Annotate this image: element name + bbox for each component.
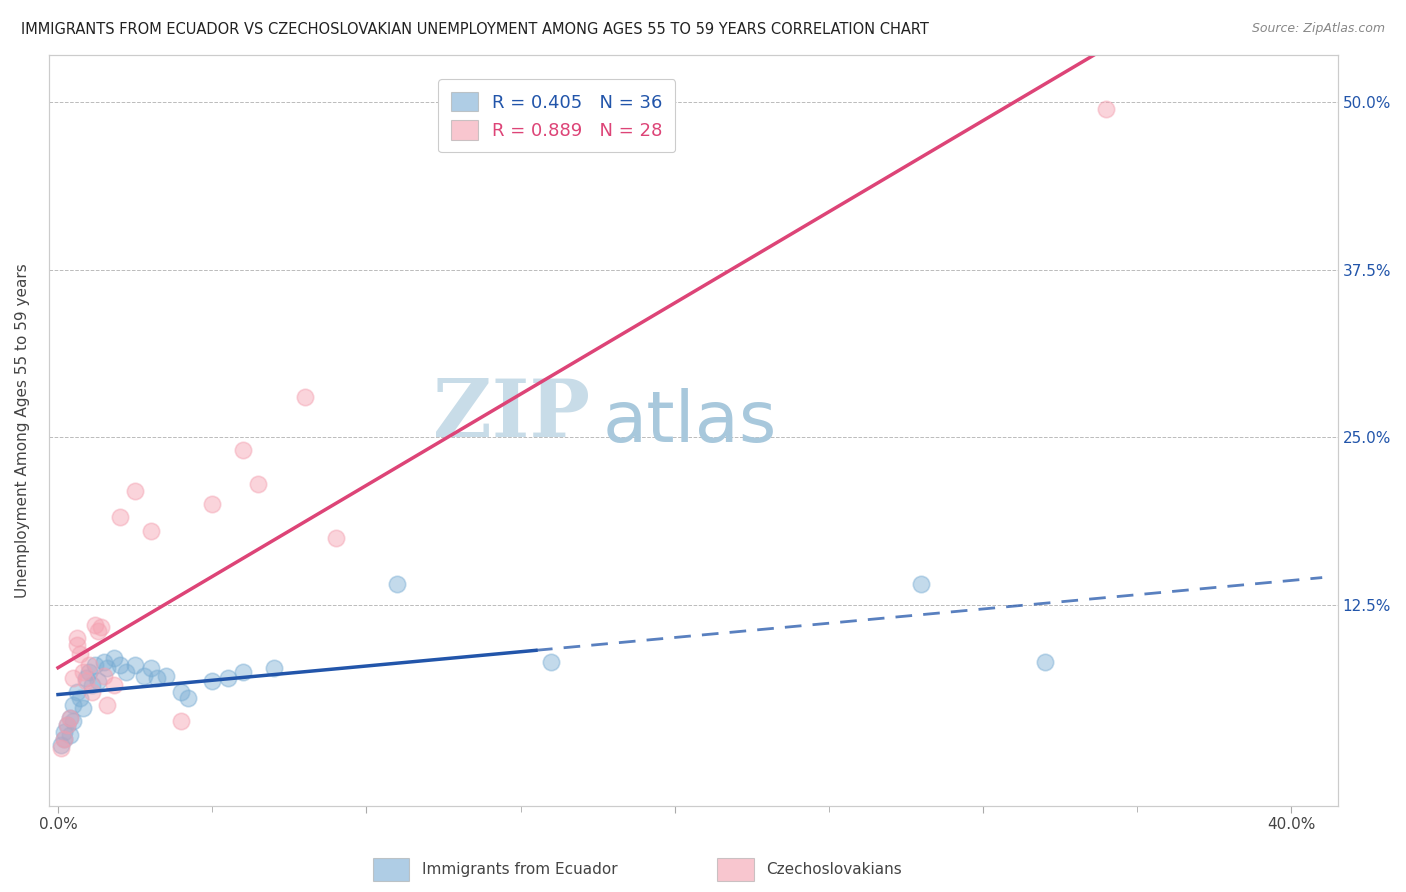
Point [80,678,103,692]
Point [84,657,107,672]
Point [1095,102,1118,116]
Point [139,524,162,538]
Point [62,714,84,728]
Point [72,665,94,679]
Point [65,631,87,645]
Point [217,671,239,685]
Point [53,731,76,746]
Point [65,638,87,652]
Point [62,671,84,685]
Point [232,443,254,458]
Point [59,711,82,725]
Point [325,531,347,545]
Point [59,728,82,742]
Point [87,624,110,639]
Point [139,660,162,674]
Point [170,684,193,698]
Text: Immigrants from Ecuador: Immigrants from Ecuador [422,863,617,877]
Point [232,665,254,679]
Point [124,483,146,498]
Point [53,731,76,746]
Point [96,698,118,712]
Point [69,647,91,661]
Point [56,718,79,732]
Point [49,739,72,753]
Point [145,671,167,685]
Point [176,691,198,706]
Point [108,510,131,524]
Point [910,577,932,591]
Point [72,700,94,714]
Point [155,668,177,682]
Point [385,577,408,591]
Point [114,665,136,679]
Point [59,711,82,725]
Point [49,741,72,756]
Point [201,497,224,511]
Point [69,691,91,706]
Point [62,698,84,712]
Point [294,390,316,404]
Point [170,714,193,728]
Point [103,651,125,665]
Point [93,668,115,682]
Point [96,660,118,674]
Text: ZIP: ZIP [433,376,591,454]
Point [108,657,131,672]
Point [201,673,224,688]
Point [87,673,110,688]
Point [247,477,270,491]
Point [84,617,107,632]
Text: Czechoslovakians: Czechoslovakians [766,863,903,877]
Text: IMMIGRANTS FROM ECUADOR VS CZECHOSLOVAKIAN UNEMPLOYMENT AMONG AGES 55 TO 59 YEAR: IMMIGRANTS FROM ECUADOR VS CZECHOSLOVAKI… [21,22,929,37]
Point [80,684,103,698]
Point [103,678,125,692]
Point [540,655,562,669]
Point [53,725,76,739]
Point [134,668,156,682]
Legend: R = 0.405   N = 36, R = 0.889   N = 28: R = 0.405 N = 36, R = 0.889 N = 28 [439,79,675,153]
Point [75,673,97,688]
Point [124,657,146,672]
Point [65,684,87,698]
Point [77,657,100,672]
Point [56,718,79,732]
Point [263,660,285,674]
Point [93,655,115,669]
Point [1033,655,1056,669]
Text: Source: ZipAtlas.com: Source: ZipAtlas.com [1251,22,1385,36]
Y-axis label: Unemployment Among Ages 55 to 59 years: Unemployment Among Ages 55 to 59 years [15,263,30,598]
Text: atlas: atlas [603,388,778,458]
Point [77,665,100,679]
Point [75,671,97,685]
Point [90,620,112,634]
